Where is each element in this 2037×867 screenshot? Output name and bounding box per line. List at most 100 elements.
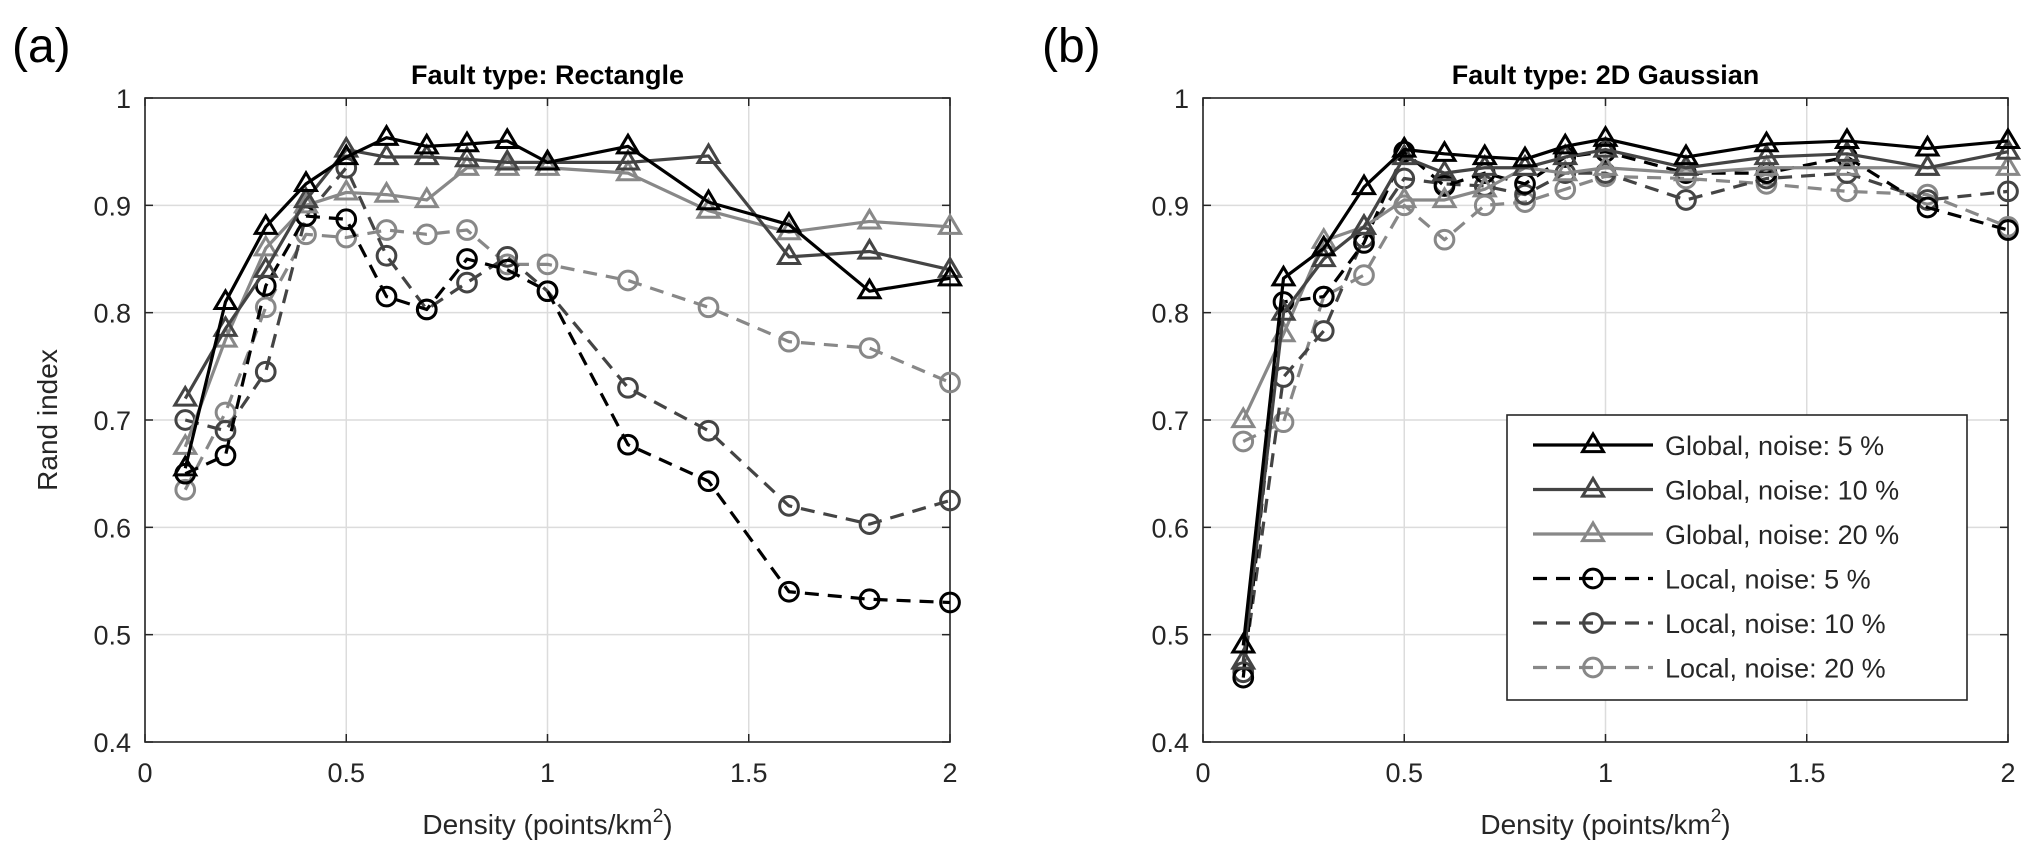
data-point-triangle	[1833, 139, 1861, 162]
series-global-noise-10	[1230, 135, 2022, 670]
data-point-triangle	[1672, 143, 1700, 166]
data-point-circle	[1916, 196, 1939, 219]
data-point-triangle	[1753, 143, 1780, 166]
series-global-noise-20	[1230, 153, 2022, 429]
data-point-triangle	[1471, 143, 1498, 166]
data-point-triangle	[936, 255, 964, 278]
legend-entry: Local, noise: 5 %	[1533, 565, 1871, 595]
data-point-triangle	[1431, 186, 1458, 209]
y-tick-label: 0.8	[93, 299, 131, 329]
y-tick-label: 0.9	[93, 191, 131, 221]
y-tick-label: 0.8	[1151, 299, 1189, 329]
legend-label: Local, noise: 10 %	[1665, 609, 1886, 639]
y-tick-label: 0.5	[1151, 621, 1189, 651]
data-point-circle	[858, 337, 881, 359]
data-point-triangle	[1994, 153, 2022, 176]
series-line	[184, 166, 951, 526]
data-point-circle	[778, 495, 800, 517]
legend-marker-circle	[1582, 656, 1604, 679]
legend-entry: Local, noise: 10 %	[1533, 609, 1886, 639]
data-point-circle	[697, 296, 720, 319]
legend-label: Global, noise: 10 %	[1665, 476, 1899, 506]
legend-label: Global, noise: 20 %	[1665, 520, 1899, 550]
series-local-noise-10	[174, 156, 961, 535]
data-point-triangle	[413, 143, 440, 166]
data-point-circle	[214, 444, 237, 467]
data-point-circle	[415, 223, 438, 246]
data-point-circle	[1997, 219, 2019, 241]
series-local-noise-20	[174, 219, 961, 501]
data-point-triangle	[1672, 153, 1700, 176]
x-tick-label: 1	[1598, 758, 1613, 788]
series-line	[1242, 174, 2009, 443]
legend-box	[1506, 414, 1968, 701]
data-point-triangle	[333, 143, 360, 166]
series-local-noise-20	[1232, 165, 2019, 453]
data-point-triangle	[1471, 175, 1498, 198]
x-tick-label: 0	[1195, 758, 1210, 788]
data-point-triangle	[534, 148, 561, 171]
series-global-noise-20	[172, 153, 964, 455]
data-point-circle	[858, 513, 881, 535]
legend-marker-circle	[1582, 612, 1604, 634]
data-point-triangle	[1391, 186, 1418, 209]
data-point-triangle	[614, 132, 642, 155]
data-point-triangle	[1471, 153, 1498, 176]
data-point-circle	[697, 419, 720, 442]
data-point-triangle	[1994, 126, 2022, 150]
data-point-triangle	[856, 237, 883, 260]
data-point-triangle	[1310, 245, 1337, 268]
data-point-triangle	[1592, 135, 1619, 158]
data-point-triangle	[695, 142, 722, 165]
legend-entry: Global, noise: 20 %	[1533, 520, 1899, 550]
data-point-triangle	[1511, 145, 1539, 168]
chart-panel-gaussian: 0 0.5 1 1.5 2 0.4 0.5 0.6 0.7 0.8 0.9 1 Fault type: …	[1151, 60, 2022, 840]
series-line	[1241, 150, 2009, 678]
series-line	[1241, 147, 2009, 662]
data-point-triangle	[494, 153, 521, 176]
data-point-triangle	[614, 148, 642, 171]
data-point-triangle	[172, 454, 199, 477]
data-point-triangle	[1914, 134, 1941, 157]
data-point-circle	[939, 489, 961, 512]
data-point-triangle	[252, 255, 279, 278]
x-axis-label: Density (points/km2)	[422, 806, 672, 840]
data-point-circle	[456, 271, 478, 294]
y-tick-label: 0.7	[93, 406, 131, 436]
data-point-circle	[375, 244, 398, 267]
data-point-triangle	[1431, 139, 1458, 162]
data-point-circle	[1312, 320, 1335, 342]
data-point-circle	[536, 253, 559, 276]
data-point-circle	[1312, 285, 1335, 308]
data-point-triangle	[1350, 212, 1378, 235]
x-tick-label: 0.5	[327, 758, 365, 788]
data-point-triangle	[1833, 153, 1861, 176]
data-point-triangle	[936, 264, 964, 287]
chart-panel-rectangle: 0 0.5 1 1.5 2 0.4 0.5 0.6 0.7 0.8 0.9 1 Fault type: …	[32, 60, 964, 840]
data-point-triangle	[1270, 264, 1297, 287]
x-tick-label: 0.5	[1385, 758, 1423, 788]
data-point-triangle	[1833, 126, 1861, 150]
data-point-triangle	[534, 153, 561, 176]
y-tick-label: 1	[1174, 84, 1189, 114]
data-point-circle	[858, 588, 881, 611]
data-point-circle	[456, 248, 478, 270]
series-line	[183, 228, 951, 491]
y-tick-label: 0.4	[1151, 728, 1189, 758]
data-point-triangle	[1230, 406, 1257, 429]
data-point-circle	[617, 269, 639, 292]
data-point-circle	[1997, 180, 2019, 203]
data-point-circle	[536, 280, 559, 303]
y-tick-label: 0.6	[1151, 513, 1189, 543]
data-point-triangle	[775, 210, 803, 233]
y-tick-label: 1	[116, 84, 131, 114]
series-line	[183, 136, 951, 469]
legend-entry: Global, noise: 10 %	[1533, 476, 1899, 506]
data-point-triangle	[292, 191, 320, 214]
series-line	[184, 214, 951, 605]
data-point-triangle	[252, 212, 279, 235]
y-tick-label: 0.5	[93, 621, 131, 651]
data-point-circle	[254, 296, 277, 319]
data-point-circle	[617, 376, 639, 399]
data-point-circle	[697, 470, 720, 493]
